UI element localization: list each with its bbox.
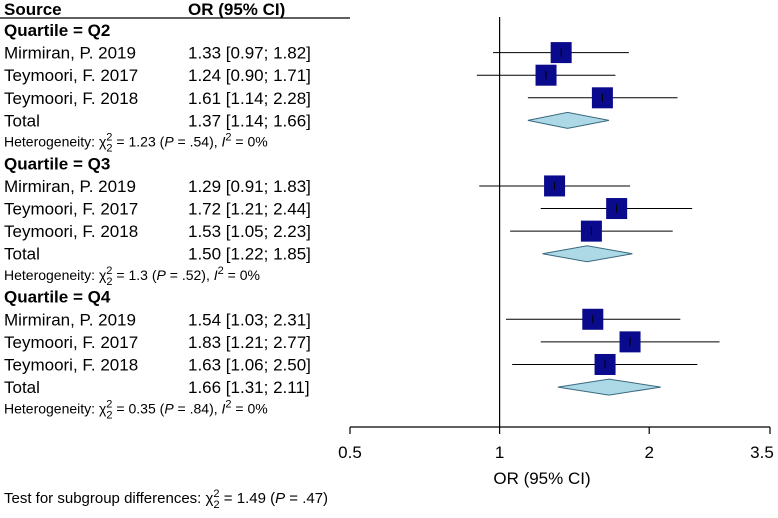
pooled-diamond — [542, 245, 633, 263]
heterogeneity-chi-subscript: 2 — [106, 409, 112, 421]
heterogeneity-p-label: P — [157, 267, 167, 283]
study-estimate: 1.29 [0.91; 1.83] — [188, 177, 311, 196]
total-label: Total — [4, 111, 40, 130]
group-label: Quartile = Q4 — [4, 288, 111, 307]
heterogeneity-statistic: = 1.3 ( — [113, 267, 157, 283]
total-label: Total — [4, 378, 40, 397]
heterogeneity-i-label: I — [222, 400, 226, 416]
heterogeneity-i-value: = 0% — [232, 400, 268, 416]
x-tick-label: 3.5 — [750, 443, 774, 462]
subgroup-test-chi-subscript: 2 — [214, 499, 220, 511]
heterogeneity-p-value: = .52), — [166, 267, 214, 283]
study-estimate: 1.24 [0.90; 1.71] — [188, 66, 311, 85]
heterogeneity-chi-superscript: 2 — [106, 398, 112, 410]
pooled-diamond — [527, 111, 610, 129]
heterogeneity-i-label: I — [222, 134, 226, 150]
study-estimate: 1.63 [1.06; 2.50] — [188, 355, 311, 374]
heterogeneity-statistic: = 1.23 ( — [113, 134, 165, 150]
heterogeneity-i-superscript: 2 — [218, 265, 224, 277]
x-axis-label: OR (95% CI) — [493, 469, 590, 488]
study-name: Teymoori, F. 2017 — [4, 66, 138, 85]
study-name: Mirmiran, P. 2019 — [4, 310, 136, 329]
pooled-diamond — [557, 378, 661, 396]
subgroup-test-p-label: P — [275, 490, 285, 507]
study-estimate: 1.83 [1.21; 2.77] — [188, 333, 311, 352]
study-estimate: 1.53 [1.05; 2.23] — [188, 222, 311, 241]
heterogeneity-p-value: = .84), — [174, 400, 222, 416]
header-source: Source — [4, 0, 62, 19]
group-label: Quartile = Q3 — [4, 154, 110, 173]
study-estimate: 1.33 [0.97; 1.82] — [188, 44, 311, 63]
header-estimate: OR (95% CI) — [188, 0, 285, 19]
study-name: Mirmiran, P. 2019 — [4, 44, 136, 63]
study-name: Teymoori, F. 2017 — [4, 200, 138, 219]
subgroup-test-statistic: = 1.49 ( — [220, 490, 275, 507]
x-tick-label: 1 — [495, 443, 504, 462]
heterogeneity: Heterogeneity: χ2 2 = 0.35 (P = .84), I2 … — [4, 398, 268, 421]
heterogeneity-i-value: = 0% — [224, 267, 260, 283]
study-name: Teymoori, F. 2018 — [4, 89, 138, 108]
heterogeneity-i-value: = 0% — [232, 134, 268, 150]
subgroup-test-chi-superscript: 2 — [213, 488, 219, 500]
heterogeneity-p-label: P — [164, 400, 174, 416]
heterogeneity: Heterogeneity: χ2 2 = 1.3 (P = .52), I2 =… — [4, 265, 260, 288]
study-name: Mirmiran, P. 2019 — [4, 177, 136, 196]
heterogeneity-prefix: Heterogeneity: χ — [4, 267, 107, 283]
heterogeneity: Heterogeneity: χ2 2 = 1.23 (P = .54), I2 … — [4, 132, 268, 155]
forest-rows: Quartile = Q2 Mirmiran, P. 2019 1.33 [0.97… — [4, 17, 774, 511]
study-name: Teymoori, F. 2018 — [4, 222, 138, 241]
total-estimate: 1.50 [1.22; 1.85] — [188, 245, 311, 264]
heterogeneity-i-label: I — [214, 267, 218, 283]
heterogeneity-statistic: = 0.35 ( — [113, 400, 165, 416]
study-estimate: 1.72 [1.21; 2.44] — [188, 200, 311, 219]
study-name: Teymoori, F. 2018 — [4, 355, 138, 374]
study-estimate: 1.54 [1.03; 2.31] — [188, 310, 311, 329]
subgroup-test: Test for subgroup differences: χ2 2 = 1.4… — [4, 488, 328, 511]
heterogeneity-i-superscript: 2 — [225, 132, 231, 144]
study-estimate: 1.61 [1.14; 2.28] — [188, 89, 311, 108]
x-tick-label: 0.5 — [338, 443, 362, 462]
heterogeneity-chi-subscript: 2 — [106, 276, 112, 288]
total-estimate: 1.37 [1.14; 1.66] — [188, 111, 311, 130]
heterogeneity-prefix: Heterogeneity: χ — [4, 134, 107, 150]
total-estimate: 1.66 [1.31; 2.11] — [188, 378, 310, 397]
heterogeneity-chi-superscript: 2 — [106, 265, 112, 277]
heterogeneity-prefix: Heterogeneity: χ — [4, 400, 107, 416]
group-label: Quartile = Q2 — [4, 21, 110, 40]
total-label: Total — [4, 245, 40, 264]
study-name: Teymoori, F. 2017 — [4, 333, 138, 352]
heterogeneity-i-superscript: 2 — [225, 398, 231, 410]
heterogeneity-p-value: = .54), — [174, 134, 222, 150]
heterogeneity-chi-subscript: 2 — [106, 143, 112, 155]
subgroup-test-prefix: Test for subgroup differences: χ — [4, 490, 214, 507]
x-tick-label: 2 — [644, 443, 653, 462]
heterogeneity-p-label: P — [164, 134, 174, 150]
heterogeneity-chi-superscript: 2 — [106, 132, 112, 144]
subgroup-test-p-value: = .47) — [285, 490, 328, 507]
